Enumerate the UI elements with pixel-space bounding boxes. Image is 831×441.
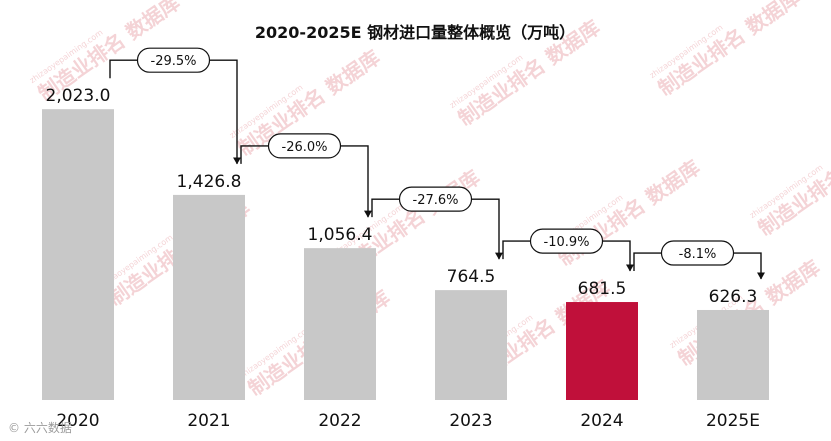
category-label-2025E: 2025E — [706, 411, 760, 431]
change-connector-0: -29.5% — [109, 47, 241, 165]
change-pill — [529, 228, 604, 254]
value-labels: 2,023.0 1,426.8 1,056.4 764.5 681.5 626.3 — [46, 86, 758, 307]
value-label-2020: 2,023.0 — [46, 86, 111, 106]
chart-title: 2020-2025E 钢材进口量整体概览（万吨） — [255, 23, 575, 42]
credit-text: © 六六数据 — [8, 420, 72, 435]
category-label-2023: 2023 — [449, 411, 492, 431]
bar-2022 — [304, 248, 376, 400]
change-connector-2: -27.6% — [371, 186, 503, 260]
category-label-2022: 2022 — [318, 411, 361, 431]
bar-2025E — [697, 309, 769, 400]
bar-2023 — [435, 290, 507, 400]
change-label: -29.5% — [151, 54, 197, 69]
category-label-2024: 2024 — [580, 411, 623, 431]
bars — [42, 109, 769, 400]
change-connectors: -29.5% -26.0% -27.6% -10.9% -8.1% — [109, 47, 765, 280]
change-connector-3: -10.9% — [502, 228, 634, 272]
change-pill — [660, 240, 735, 266]
value-label-2024: 681.5 — [578, 279, 627, 299]
value-label-2022: 1,056.4 — [308, 225, 373, 245]
change-connector-4: -8.1% — [633, 240, 765, 280]
change-label: -26.0% — [282, 140, 328, 155]
change-label: -10.9% — [544, 235, 590, 250]
watermark-text: 制造业排名 数据库 — [654, 0, 805, 101]
bar-2020 — [42, 109, 114, 400]
value-label-2021: 1,426.8 — [177, 172, 242, 192]
value-label-2025E: 626.3 — [709, 287, 758, 307]
change-pill — [267, 133, 342, 159]
change-label: -8.1% — [679, 247, 717, 262]
connector-line — [109, 59, 241, 165]
bar-2024 — [566, 302, 638, 400]
bar-2021 — [173, 194, 245, 400]
change-connector-1: -26.0% — [240, 133, 372, 218]
change-pill — [398, 186, 473, 212]
value-label-2023: 764.5 — [447, 267, 496, 287]
change-label: -27.6% — [413, 193, 459, 208]
category-labels: 2020 2021 2022 2023 2024 2025E — [56, 411, 760, 431]
category-label-2020: 2020 — [56, 411, 99, 431]
change-pill — [136, 47, 211, 73]
category-label-2021: 2021 — [187, 411, 230, 431]
